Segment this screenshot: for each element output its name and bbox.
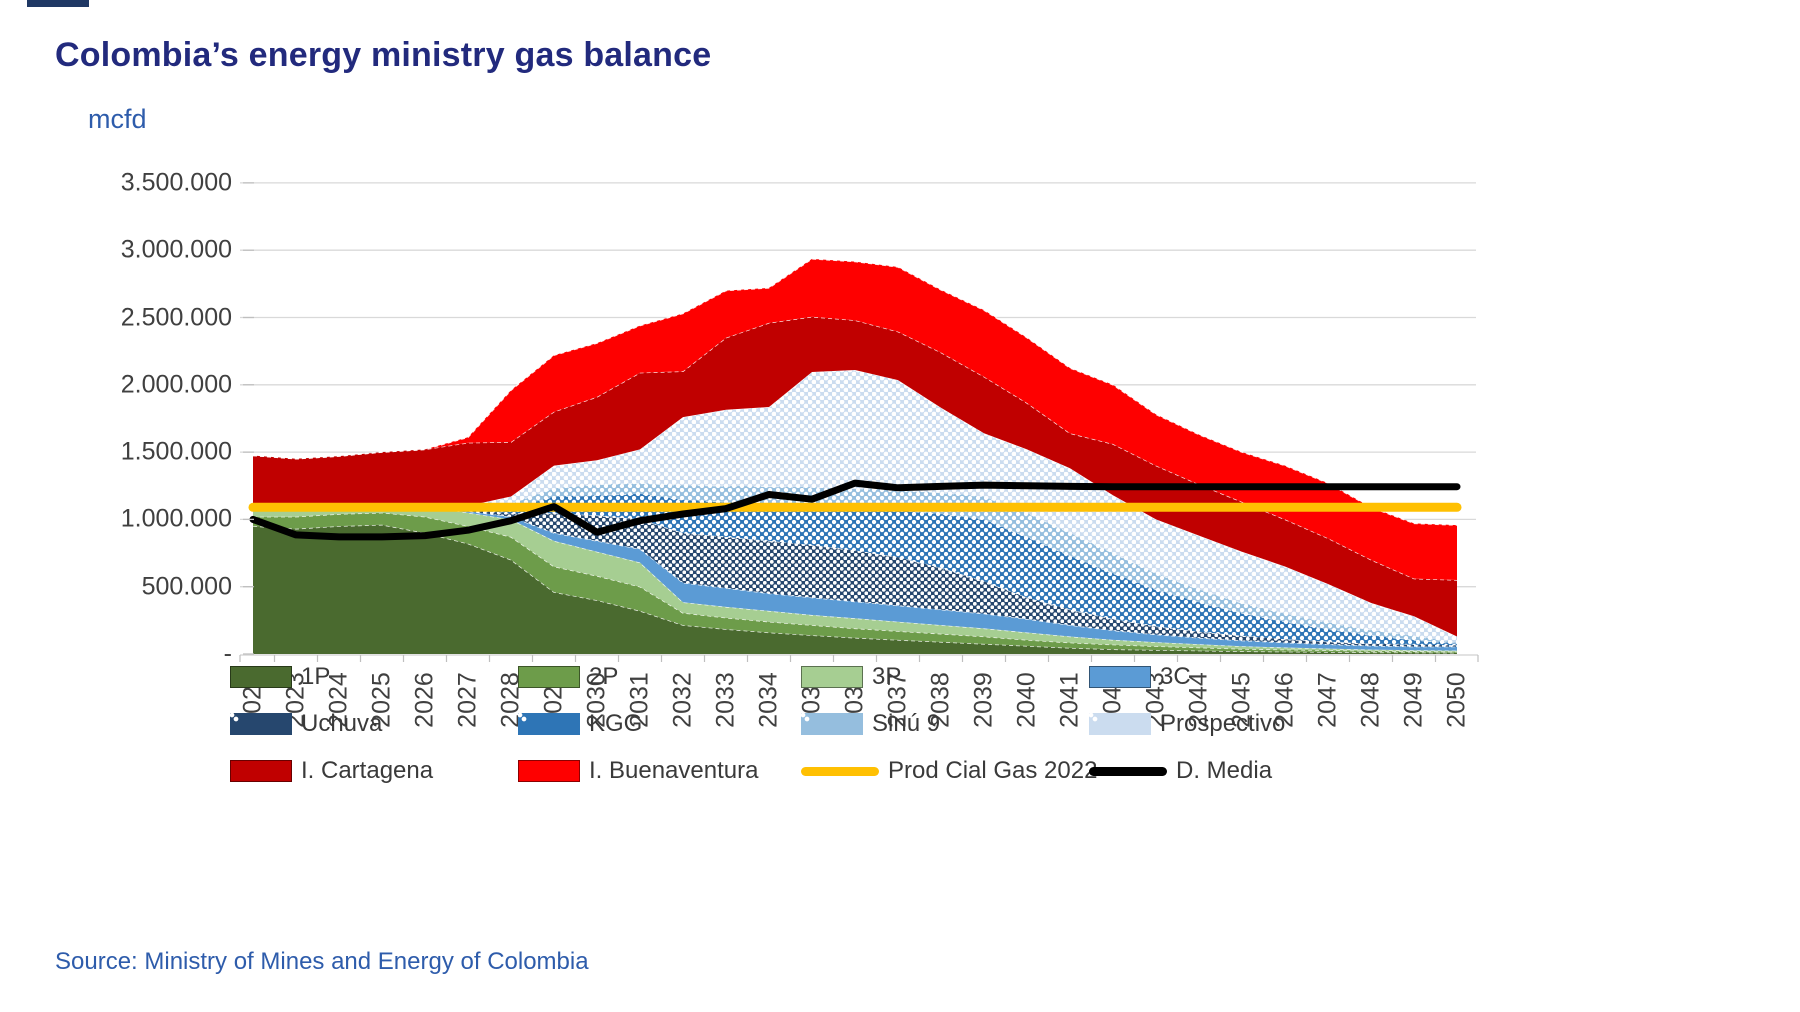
legend-label: 3C	[1160, 663, 1191, 690]
legend-label: Prod Cial Gas 2022	[888, 757, 1098, 784]
y-axis-unit-label: mcfd	[88, 104, 147, 134]
x-tick-label-2032: 2032	[668, 672, 697, 728]
y-tick-label: -	[223, 639, 232, 668]
x-tick-label-2034: 2034	[754, 672, 783, 728]
legend-line-swatch	[1089, 766, 1167, 776]
legend-swatch	[230, 666, 292, 688]
legend-swatch	[230, 760, 292, 782]
stacked-areas	[252, 258, 1458, 654]
legend-label: 1P	[301, 663, 331, 690]
legend-item-prod-cial-gas-2022: Prod Cial Gas 2022	[801, 757, 1098, 784]
area-series-i-buenaventura	[253, 258, 1457, 580]
legend-label: Uchuva	[301, 710, 383, 737]
y-tick-label: 3.000.000	[120, 235, 232, 264]
x-tick-label-2048: 2048	[1356, 672, 1385, 728]
y-tick-label: 3.500.000	[120, 168, 232, 197]
legend-item-i-cartagena: I. Cartagena	[230, 757, 434, 784]
y-tick-label: 1.000.000	[120, 504, 232, 533]
legend-item-sin-9: Sinú 9	[801, 710, 941, 737]
legend-swatch	[230, 713, 292, 735]
x-tick-label-2049: 2049	[1399, 672, 1428, 728]
x-tick-label-2033: 2033	[711, 672, 740, 728]
area-series-i-cartagena	[253, 316, 1457, 637]
legend-item-3p: 3P	[801, 663, 902, 690]
legend-swatch	[518, 760, 580, 782]
x-tick-label-2026: 2026	[410, 672, 439, 728]
legend-swatch	[801, 713, 863, 735]
legend-swatch	[1089, 666, 1151, 688]
area-series-kgg	[253, 493, 1457, 646]
legend-label: I. Cartagena	[301, 757, 434, 784]
y-tick-label: 500.000	[141, 572, 232, 601]
legend-item-3c: 3C	[1089, 663, 1191, 690]
legend-swatch	[801, 666, 863, 688]
legend-item-uchuva: Uchuva	[230, 710, 383, 737]
overlay-lines	[248, 479, 1462, 541]
legend-label: D. Media	[1176, 757, 1273, 784]
x-tick-label-2050: 2050	[1442, 672, 1471, 728]
y-tick-label: 2.000.000	[120, 370, 232, 399]
legend-item-1p: 1P	[230, 663, 331, 690]
legend-item-d-media: D. Media	[1089, 757, 1273, 784]
source-caption: Source: Ministry of Mines and Energy of …	[55, 948, 589, 975]
legend-label: 2P	[589, 663, 619, 690]
line-series-d-media	[249, 479, 1461, 541]
legend-item-prospectivo: Prospectivo	[1089, 710, 1286, 737]
chart-title: Colombia’s energy ministry gas balance	[55, 36, 712, 74]
area-series-3p	[253, 504, 1457, 652]
legend-item-i-buenaventura: I. Buenaventura	[518, 757, 759, 784]
x-tick-label-2047: 2047	[1313, 672, 1342, 728]
y-tick-label: 2.500.000	[120, 303, 232, 331]
legend-line-swatch	[801, 766, 879, 776]
legend-label: Prospectivo	[1160, 710, 1286, 737]
legend-item-2p: 2P	[518, 663, 619, 690]
legend-label: KGG	[589, 710, 643, 737]
legend-label: Sinú 9	[872, 710, 941, 737]
legend-label: 3P	[872, 663, 902, 690]
area-series-1p	[253, 524, 1457, 654]
x-tick-label-2041: 2041	[1055, 672, 1084, 728]
area-series-prospectivo	[253, 370, 1457, 643]
legend-item-kgg: KGG	[518, 710, 643, 737]
x-tick-label-2040: 2040	[1012, 672, 1041, 728]
area-series-uchuva	[253, 504, 1457, 647]
legend-swatch	[518, 666, 580, 688]
area-series-sin-9	[253, 483, 1457, 644]
y-tick-label: 1.500.000	[120, 437, 232, 466]
slide-top-accent-bar	[27, 0, 89, 7]
x-tick-label-2039: 2039	[969, 672, 998, 728]
legend-swatch	[518, 713, 580, 735]
legend-label: I. Buenaventura	[589, 757, 759, 784]
x-tick-label-2027: 2027	[453, 672, 482, 728]
legend-swatch	[1089, 713, 1151, 735]
axis-ticks	[239, 182, 1479, 662]
